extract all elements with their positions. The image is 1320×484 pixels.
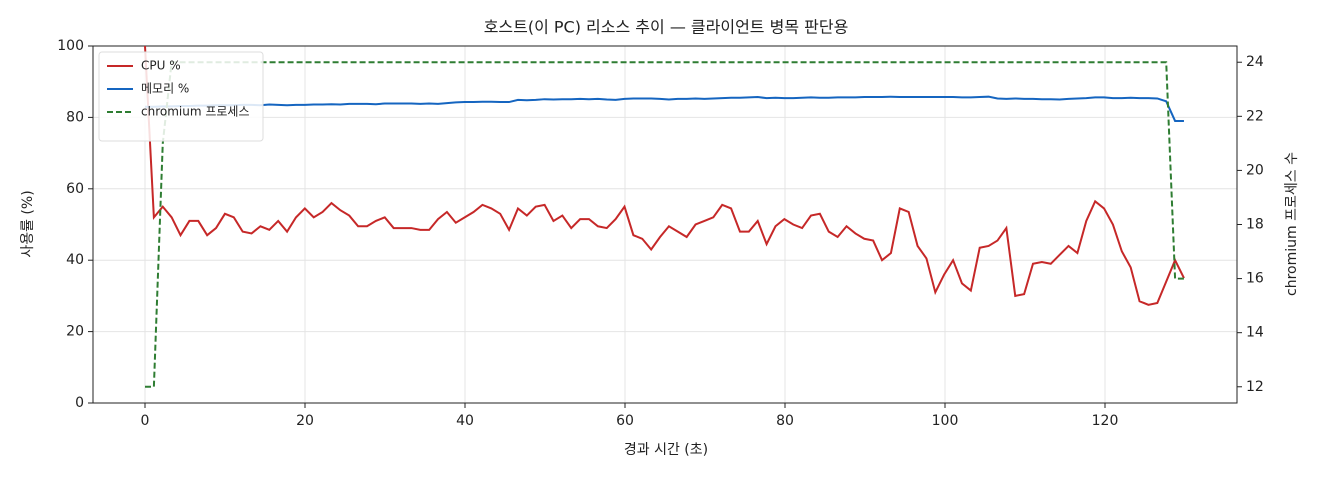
y-tick-label: 60 bbox=[66, 181, 84, 197]
y2-axis-label: chromium 프로세스 수 bbox=[1284, 152, 1300, 296]
x-tick-label: 20 bbox=[296, 413, 314, 429]
x-tick-label: 80 bbox=[776, 413, 794, 429]
x-tick-label: 40 bbox=[456, 413, 474, 429]
legend-label: CPU % bbox=[141, 59, 181, 73]
series-line bbox=[145, 95, 1184, 122]
x-tick-label: 0 bbox=[141, 413, 150, 429]
legend-label: chromium 프로세스 bbox=[141, 105, 250, 119]
y-tick-label: 80 bbox=[66, 109, 84, 125]
y-tick-label: 0 bbox=[75, 395, 84, 411]
y-axis-label: 사용률 (%) bbox=[20, 190, 36, 257]
x-tick-label: 100 bbox=[932, 413, 959, 429]
y2-tick-label: 14 bbox=[1246, 325, 1264, 341]
x-tick-label: 120 bbox=[1092, 413, 1119, 429]
y2-tick-label: 20 bbox=[1246, 162, 1264, 178]
legend-box bbox=[98, 51, 264, 142]
chart-title: 호스트(이 PC) 리소스 추이 — 클라이언트 병목 판단용 bbox=[484, 18, 849, 37]
y2-tick-label: 16 bbox=[1246, 271, 1264, 287]
series-line bbox=[145, 61, 1184, 388]
y-tick-label: 20 bbox=[66, 324, 84, 340]
y2-tick-label: 18 bbox=[1246, 217, 1264, 233]
y2-tick-label: 24 bbox=[1246, 54, 1264, 70]
series-line bbox=[144, 45, 1185, 306]
plot-frame bbox=[92, 45, 1238, 404]
y2-tick-label: 12 bbox=[1246, 379, 1264, 395]
x-axis-label: 경과 시간 (초) bbox=[624, 442, 708, 458]
y-tick-label: 40 bbox=[66, 252, 84, 268]
x-tick-label: 60 bbox=[616, 413, 634, 429]
legend-label: 메모리 % bbox=[141, 82, 189, 96]
y2-tick-label: 22 bbox=[1246, 108, 1264, 124]
y-tick-label: 100 bbox=[57, 38, 84, 54]
